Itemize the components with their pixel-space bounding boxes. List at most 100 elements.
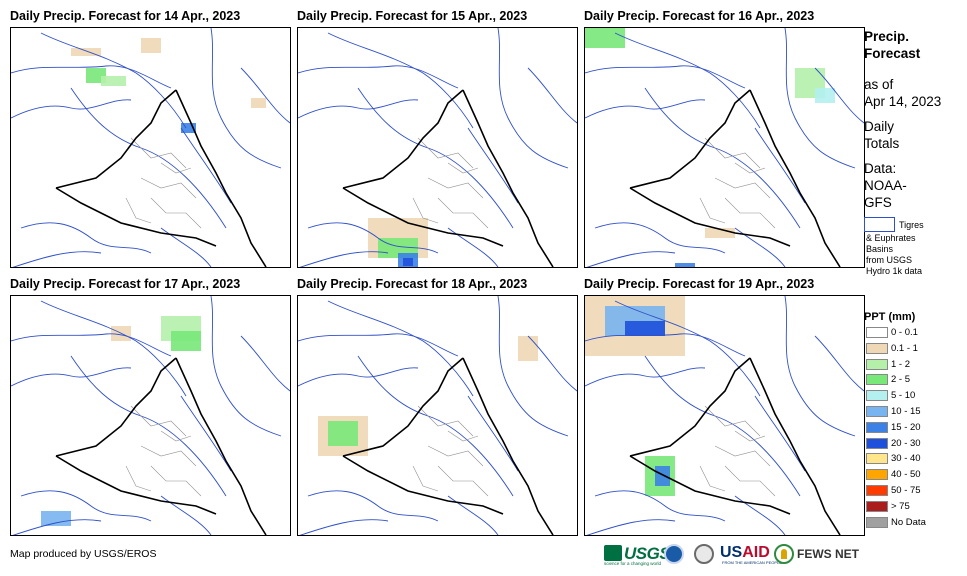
legend-swatch bbox=[866, 390, 888, 402]
legend-swatch bbox=[866, 437, 888, 449]
province-border bbox=[130, 405, 187, 437]
river-line bbox=[447, 227, 499, 267]
precip-area bbox=[675, 263, 695, 267]
river-line bbox=[784, 28, 856, 169]
province-border bbox=[714, 445, 771, 467]
basin-label-rest: & Euphrates Basins from USGS Hydro 1k da… bbox=[866, 233, 966, 277]
river-line bbox=[180, 395, 232, 472]
province-border bbox=[447, 430, 479, 442]
river-line bbox=[298, 367, 419, 387]
precip-area bbox=[181, 123, 196, 133]
river-line bbox=[298, 99, 419, 119]
usgs-logo: USGS science for a changing world bbox=[604, 543, 688, 566]
province-border bbox=[734, 430, 766, 442]
usgs-mark-icon bbox=[604, 545, 622, 561]
province-border bbox=[699, 465, 726, 492]
precip-area bbox=[41, 511, 71, 526]
legend-swatch bbox=[866, 358, 888, 370]
province-border bbox=[699, 197, 726, 224]
asof-date: Apr 14, 2023 bbox=[864, 94, 942, 109]
legend-swatch bbox=[866, 405, 888, 417]
legend-label: 5 - 10 bbox=[891, 390, 916, 402]
legend-swatch bbox=[866, 327, 888, 338]
forecast-map bbox=[10, 27, 291, 268]
map-canvas bbox=[585, 28, 864, 267]
panel-title: Daily Precip. Forecast for 15 Apr., 2023 bbox=[297, 9, 528, 23]
precip-area bbox=[815, 88, 835, 103]
precip-area bbox=[251, 98, 266, 108]
legend-label: 40 - 50 bbox=[891, 469, 921, 481]
noaa-logo bbox=[664, 543, 686, 565]
legend-label: 2 - 5 bbox=[891, 374, 911, 386]
basin-label-2: & Euphrates bbox=[866, 233, 916, 243]
country-border bbox=[629, 89, 841, 267]
legend-swatch bbox=[866, 421, 888, 433]
province-border bbox=[437, 465, 489, 497]
usaid-wordmark-aid: AID bbox=[742, 544, 770, 561]
basin-label-5: Hydro 1k data bbox=[866, 266, 923, 276]
province-border bbox=[150, 197, 202, 229]
river-line bbox=[240, 335, 290, 392]
province-border bbox=[417, 137, 474, 169]
river-line bbox=[585, 99, 706, 119]
forecast-map bbox=[297, 295, 578, 536]
map-canvas bbox=[11, 28, 290, 267]
river-line bbox=[210, 296, 282, 437]
legend-label: 50 - 75 bbox=[891, 484, 921, 496]
forecast-map bbox=[584, 295, 865, 536]
river-line bbox=[20, 222, 152, 254]
legend-label: No Data bbox=[891, 516, 926, 528]
precip-area bbox=[71, 48, 101, 56]
province-border bbox=[160, 430, 192, 442]
legend-label: 1 - 2 bbox=[891, 358, 911, 370]
panel-title: Daily Precip. Forecast for 18 Apr., 2023 bbox=[297, 277, 528, 291]
province-border bbox=[427, 177, 484, 199]
legend-swatch bbox=[866, 516, 888, 528]
map-credit: Map produced by USGS/EROS bbox=[10, 548, 157, 560]
sidebar-title-line1: Precip. bbox=[864, 29, 910, 44]
asof-line1: as of bbox=[864, 77, 894, 92]
river-line bbox=[784, 296, 856, 437]
river-line bbox=[298, 333, 459, 357]
river-line bbox=[307, 222, 439, 254]
province-border bbox=[724, 465, 776, 497]
province-border bbox=[412, 197, 439, 224]
river-line bbox=[299, 251, 389, 267]
sidebar-title-line2: Forecast bbox=[864, 46, 921, 61]
river-line bbox=[307, 490, 439, 522]
river-line bbox=[11, 65, 172, 89]
usaid-tagline: FROM THE AMERICAN PEOPLE bbox=[722, 560, 782, 565]
data-source-line1: Data: bbox=[864, 161, 897, 176]
country-border bbox=[342, 357, 554, 535]
province-border bbox=[125, 197, 152, 224]
forecast-map bbox=[10, 295, 291, 536]
precip-area bbox=[403, 258, 413, 266]
province-border bbox=[447, 162, 479, 174]
panel-title: Daily Precip. Forecast for 16 Apr., 2023 bbox=[584, 9, 815, 23]
precip-area bbox=[101, 76, 126, 86]
river-line bbox=[594, 222, 726, 254]
river-line bbox=[12, 519, 102, 535]
province-border bbox=[130, 137, 187, 169]
precip-area bbox=[585, 28, 625, 48]
river-line bbox=[586, 251, 676, 267]
river-line bbox=[585, 333, 746, 357]
river-line bbox=[497, 28, 569, 169]
river-line bbox=[814, 335, 864, 392]
legend-swatch bbox=[866, 374, 888, 386]
river-line bbox=[585, 367, 706, 387]
province-border bbox=[734, 162, 766, 174]
river-line bbox=[11, 99, 132, 119]
panel-title: Daily Precip. Forecast for 17 Apr., 2023 bbox=[10, 277, 241, 291]
legend-swatch bbox=[866, 484, 888, 496]
river-line bbox=[357, 87, 514, 229]
province-border bbox=[150, 465, 202, 497]
legend-swatch bbox=[866, 342, 888, 354]
province-border bbox=[724, 197, 776, 229]
forecast-map bbox=[297, 27, 578, 268]
province-border bbox=[714, 177, 771, 199]
legend-swatch bbox=[866, 500, 888, 512]
basin-label-4: from USGS bbox=[866, 255, 913, 265]
province-border bbox=[160, 162, 192, 174]
legend-label: 20 - 30 bbox=[891, 437, 921, 449]
